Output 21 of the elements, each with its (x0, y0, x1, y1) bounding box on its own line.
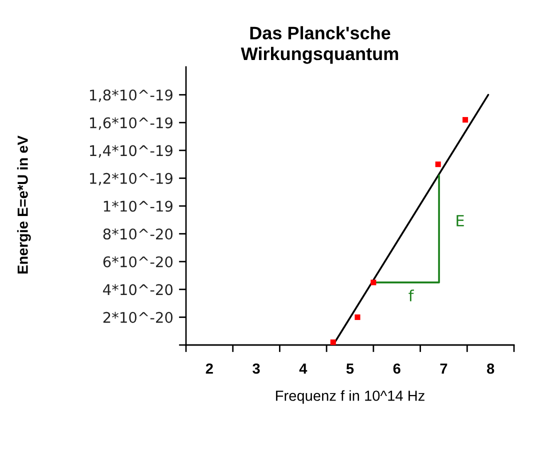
y-axis-title: Energie E=e*U in eV (17, 136, 31, 274)
y-tick-label: 1,8*10^-19 (90, 90, 172, 102)
y-tick-label: 2*10^-20 (103, 312, 173, 323)
y-tick-label: 4*10^-20 (103, 284, 173, 296)
y-tick-label: 6*10^-20 (103, 256, 173, 268)
x-tick-label: 4 (299, 364, 308, 374)
x-axis-title: Frequenz f in 10^14 Hz (276, 390, 424, 404)
x-tick-label: 7 (440, 364, 448, 374)
y-tick-label: 1,6*10^-19 (90, 117, 172, 130)
y-tick-label: 8*10^-20 (103, 228, 173, 240)
x-tick-label: 2 (206, 363, 213, 374)
x-tick-label: 6 (393, 363, 400, 374)
annotation: E (456, 215, 464, 226)
x-tick-label: 8 (486, 363, 494, 374)
y-tick-label: 1,4*10^-19 (90, 145, 172, 158)
x-tick-label: 5 (346, 364, 354, 374)
x-tick-label: 3 (252, 363, 260, 374)
y-tick-label: 1*10^-19 (104, 200, 172, 212)
chart-title: Das Planck'sche Wirkungsquantum (240, 26, 398, 64)
annotation: f (408, 290, 414, 302)
y-tick-label: 1,2*10^-19 (90, 172, 172, 186)
